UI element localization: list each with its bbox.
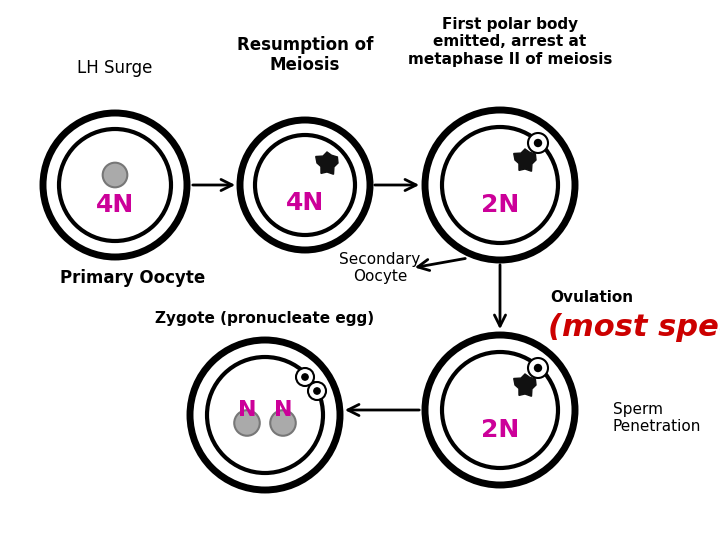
Text: 2N: 2N [481, 193, 519, 217]
Circle shape [534, 364, 541, 372]
Circle shape [425, 335, 575, 485]
Circle shape [190, 340, 340, 490]
Circle shape [442, 352, 558, 468]
Text: LH Surge: LH Surge [77, 59, 153, 77]
Circle shape [296, 368, 314, 386]
Polygon shape [316, 152, 338, 174]
Circle shape [234, 410, 260, 436]
Circle shape [425, 110, 575, 260]
Text: 2N: 2N [481, 418, 519, 442]
Circle shape [314, 388, 320, 394]
Circle shape [240, 120, 370, 250]
Circle shape [528, 133, 548, 153]
Circle shape [207, 357, 323, 473]
Circle shape [308, 382, 326, 400]
Circle shape [103, 163, 127, 187]
Text: Ovulation: Ovulation [550, 291, 633, 306]
Text: Sperm
Penetration: Sperm Penetration [613, 402, 701, 434]
Text: (most species): (most species) [548, 314, 720, 342]
Text: 4N: 4N [286, 191, 324, 214]
Text: N: N [238, 400, 256, 420]
Text: Secondary
Oocyte: Secondary Oocyte [339, 252, 420, 284]
Text: N: N [274, 400, 292, 420]
Text: Primary Oocyte: Primary Oocyte [60, 269, 205, 287]
Polygon shape [514, 374, 536, 396]
Polygon shape [514, 149, 536, 171]
Text: Resumption of
Meiosis: Resumption of Meiosis [237, 36, 373, 75]
Circle shape [442, 127, 558, 243]
Circle shape [270, 410, 296, 436]
Circle shape [255, 135, 355, 235]
Text: Zygote (pronucleate egg): Zygote (pronucleate egg) [156, 310, 374, 326]
Circle shape [302, 374, 308, 380]
Circle shape [528, 358, 548, 378]
Circle shape [534, 139, 541, 146]
Text: First polar body
emitted, arrest at
metaphase II of meiosis: First polar body emitted, arrest at meta… [408, 17, 612, 67]
Text: 4N: 4N [96, 193, 134, 217]
Circle shape [43, 113, 187, 257]
Circle shape [59, 129, 171, 241]
